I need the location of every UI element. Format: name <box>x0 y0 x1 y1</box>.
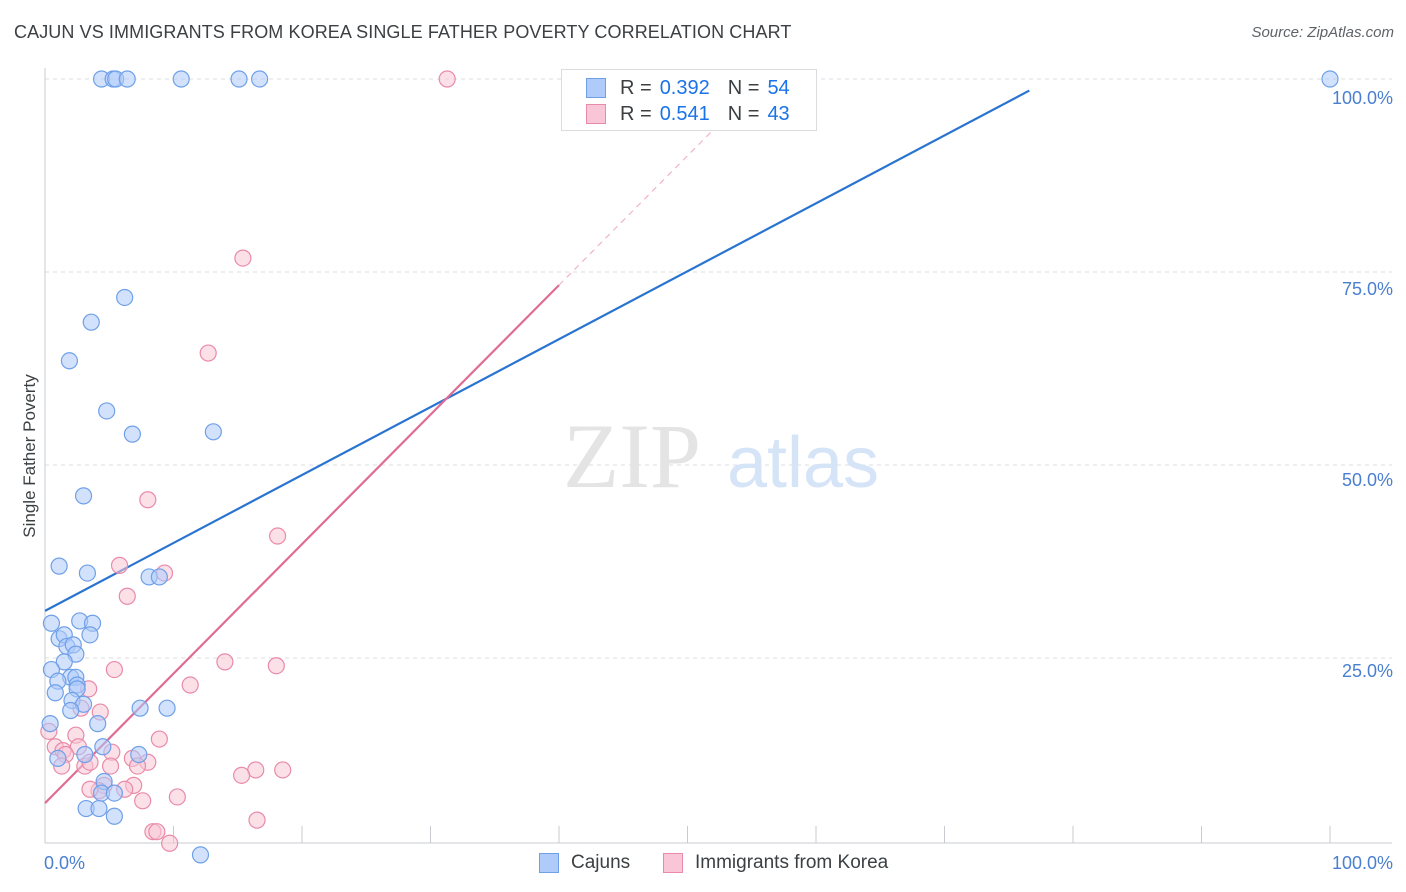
point-korea <box>101 757 120 775</box>
point-korea <box>118 587 136 605</box>
point-cajuns <box>172 70 190 88</box>
point-cajuns <box>130 745 148 764</box>
x-tick-label: 0.0% <box>44 853 85 873</box>
grid-lines <box>45 78 1392 659</box>
point-cajuns <box>98 402 116 420</box>
legend-row-cajuns: R = 0.392 N = 54 <box>586 76 790 100</box>
legend-n-label: N = <box>727 76 760 99</box>
y-tick-label: 75.0% <box>1342 279 1393 299</box>
legend-swatch-pink <box>586 104 606 124</box>
legend-swatch-korea <box>663 853 683 873</box>
legend-label-cajuns: Cajuns <box>571 852 631 873</box>
legend-label-korea: Immigrants from Korea <box>695 852 889 873</box>
point-cajuns <box>158 699 176 717</box>
watermark-atlas: atlas <box>727 423 879 503</box>
point-korea <box>274 761 292 779</box>
point-cajuns <box>204 423 222 441</box>
trend-line-cajuns <box>44 89 1030 612</box>
legend-r-value: 0.541 <box>659 102 710 125</box>
watermark: ZIP atlas <box>563 405 879 507</box>
y-axis-label: Single Father Poverty <box>20 374 39 538</box>
point-cajuns <box>1321 70 1339 88</box>
point-cajuns <box>90 799 108 818</box>
point-cajuns <box>105 784 123 802</box>
source-label: Source: ZipAtlas.com <box>1251 24 1394 41</box>
legend-swatch-blue <box>586 78 606 98</box>
point-korea <box>150 730 168 748</box>
point-cajuns <box>105 807 123 825</box>
point-korea <box>148 823 166 841</box>
legend-row-korea: R = 0.541 N = 43 <box>586 102 790 126</box>
point-korea <box>168 788 186 806</box>
point-cajuns <box>62 701 80 720</box>
point-cajuns <box>118 70 136 88</box>
point-korea <box>267 657 285 675</box>
point-cajuns <box>60 352 79 370</box>
point-korea <box>234 249 252 267</box>
point-cajuns <box>49 749 67 767</box>
point-korea <box>216 653 234 671</box>
point-cajuns <box>123 425 141 443</box>
trend-line-korea <box>44 284 560 804</box>
point-cajuns <box>41 715 59 733</box>
point-cajuns <box>76 745 94 764</box>
chart-title: CAJUN VS IMMIGRANTS FROM KOREA SINGLE FA… <box>14 22 792 42</box>
point-korea <box>161 834 179 852</box>
correlation-legend: R = 0.392 N = 54 R = 0.541 N = 43 <box>561 69 817 131</box>
point-korea <box>248 811 266 829</box>
point-cajuns <box>94 738 112 756</box>
point-cajuns <box>191 846 210 864</box>
point-cajuns <box>82 313 100 331</box>
legend-item-korea: Immigrants from Korea <box>663 852 888 874</box>
point-korea <box>105 660 123 679</box>
point-cajuns <box>250 70 269 88</box>
trend-lines <box>44 89 1030 804</box>
legend-r-value: 0.392 <box>659 76 710 99</box>
point-cajuns <box>46 684 64 702</box>
tick-labels: 25.0% 50.0% 75.0% 100.0% 0.0% 100.0% <box>44 88 1393 873</box>
axes <box>44 68 1392 844</box>
legend-item-cajuns: Cajuns <box>539 852 630 874</box>
point-korea <box>134 792 152 810</box>
x-tick-label: 100.0% <box>1332 853 1393 873</box>
point-cajuns <box>50 557 68 575</box>
point-cajuns <box>150 568 168 586</box>
point-korea <box>233 766 251 784</box>
point-cajuns <box>74 487 93 505</box>
y-tick-label: 25.0% <box>1342 661 1393 681</box>
point-korea <box>268 527 287 545</box>
point-cajuns <box>116 288 134 307</box>
point-cajuns <box>89 715 107 733</box>
y-tick-label: 50.0% <box>1342 470 1393 490</box>
legend-swatch-cajuns <box>539 853 559 873</box>
point-korea <box>110 556 129 574</box>
point-cajuns <box>42 614 61 632</box>
point-korea <box>139 491 157 509</box>
point-korea <box>199 344 217 362</box>
point-korea <box>438 70 456 88</box>
point-korea <box>181 676 199 694</box>
legend-n-value: 54 <box>767 76 790 99</box>
watermark-zip: ZIP <box>563 405 701 507</box>
point-cajuns <box>81 626 99 644</box>
point-cajuns <box>78 564 97 582</box>
data-points <box>40 70 1339 864</box>
legend-r-label: R = <box>620 76 652 99</box>
point-cajuns <box>131 699 149 717</box>
legend-r-label: R = <box>620 102 652 125</box>
legend-n-label: N = <box>727 102 760 125</box>
point-cajuns <box>230 70 248 88</box>
legend-n-value: 43 <box>767 102 790 125</box>
point-cajuns <box>55 653 73 671</box>
y-tick-label: 100.0% <box>1332 88 1393 108</box>
